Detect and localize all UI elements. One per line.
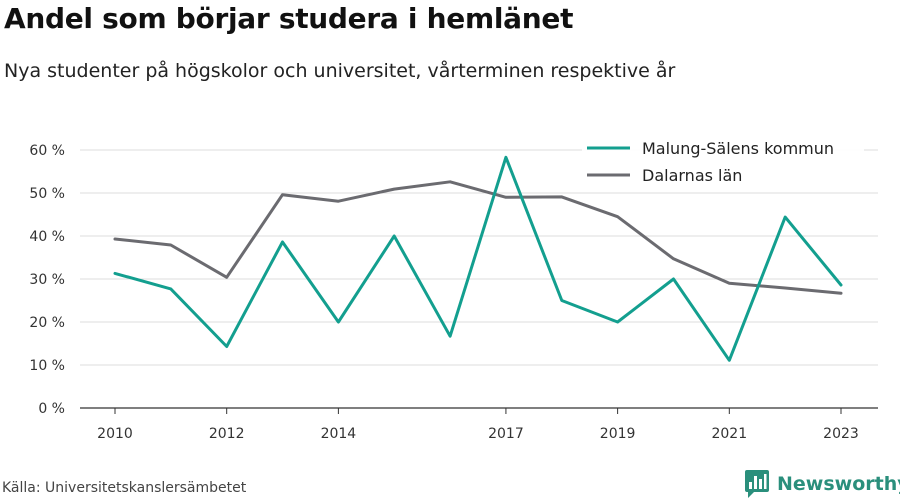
- y-tick-label: 20 %: [29, 315, 65, 331]
- y-tick-label: 10 %: [29, 358, 65, 374]
- legend-background: [582, 132, 864, 192]
- bar-chart-logo-icon: [745, 470, 769, 498]
- y-tick-label: 0 %: [38, 401, 65, 417]
- x-tick-label: 2023: [823, 426, 859, 442]
- y-tick-label: 60 %: [29, 143, 65, 159]
- y-tick-label: 30 %: [29, 272, 65, 288]
- y-tick-label: 40 %: [29, 229, 65, 245]
- x-tick-label: 2012: [209, 426, 245, 442]
- legend-label: Dalarnas län: [642, 166, 742, 185]
- series-line: [113, 180, 843, 295]
- chart-subtitle: Nya studenter på högskolor och universit…: [4, 60, 676, 82]
- chart-title: Andel som börjar studera i hemlänet: [4, 2, 574, 35]
- x-tick-label: 2014: [321, 426, 357, 442]
- brand-name: Newsworthy: [777, 473, 900, 495]
- series-line: [113, 155, 843, 362]
- x-tick-label: 2021: [711, 426, 747, 442]
- x-tick-label: 2019: [600, 426, 636, 442]
- y-tick-label: 50 %: [29, 186, 65, 202]
- legend-label: Malung-Sälens kommun: [642, 139, 834, 158]
- x-tick-label: 2010: [97, 426, 133, 442]
- brand-logo[interactable]: Newsworthy: [745, 469, 900, 499]
- x-tick-label: 2017: [488, 426, 524, 442]
- line-chart: 0 % 10 % 20 % 30 % 40 % 50 % 60 % 2010 2012 2014 2…: [29, 132, 878, 442]
- source-note: Källa: Universitetskanslersämbetet: [2, 480, 247, 496]
